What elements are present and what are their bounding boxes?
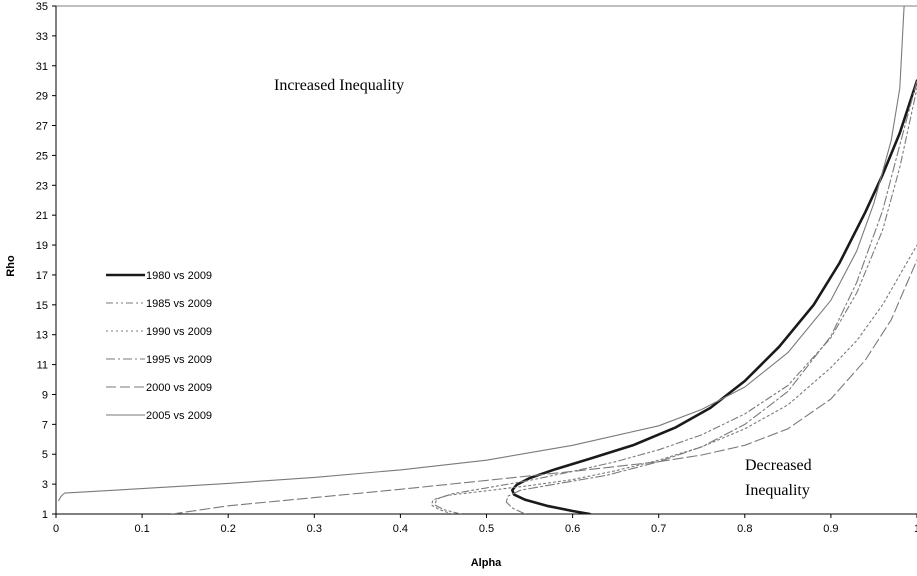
series-layer	[58, 6, 917, 514]
x-tick-label: 1	[914, 523, 917, 535]
y-tick-label: 17	[36, 270, 48, 282]
y-tick-label: 5	[42, 449, 48, 461]
y-tick-label: 19	[36, 240, 48, 252]
y-tick-label: 31	[36, 61, 48, 73]
x-tick-label: 0.2	[221, 523, 236, 535]
x-axis-title: Alpha	[471, 557, 502, 569]
series-line-2000-vs-2009	[171, 259, 917, 514]
y-tick-label: 27	[36, 121, 48, 133]
x-tick-label: 0	[53, 523, 59, 535]
legend-label: 1985 vs 2009	[146, 298, 212, 310]
y-tick-label: 21	[36, 210, 48, 222]
x-tick-label: 0.7	[651, 523, 666, 535]
legend: 1980 vs 2009 1985 vs 2009 1990 vs 2009 1995…	[106, 270, 212, 422]
x-tick-label: 0.3	[307, 523, 322, 535]
series-line-1995-vs-2009	[505, 80, 917, 514]
series-line-1985-vs-2009	[434, 87, 917, 514]
y-tick-label: 25	[36, 150, 48, 162]
x-tick-label: 0.4	[393, 523, 408, 535]
plot-frame	[55, 5, 917, 515]
y-tick-label: 1	[42, 509, 48, 521]
y-tick-label: 9	[42, 389, 48, 401]
y-tick-label: 11	[37, 360, 48, 372]
y-tick-label: 13	[36, 330, 48, 342]
y-tick-label: 15	[36, 300, 48, 312]
x-tick-label: 0.9	[823, 523, 838, 535]
legend-label: 1990 vs 2009	[146, 326, 212, 338]
y-tick-label: 23	[36, 180, 48, 192]
y-axis-title: Rho	[5, 255, 17, 277]
x-tick-label: 0.1	[134, 523, 149, 535]
x-tick-label: 0.8	[737, 523, 752, 535]
series-line-1980-vs-2009	[510, 79, 917, 514]
x-axis-ticks: 0 0.1 0.2 0.3 0.4 0.5 0.6 0.7 0.8 0.9 1	[53, 514, 917, 535]
legend-label: 1980 vs 2009	[146, 270, 212, 282]
legend-label: 2005 vs 2009	[146, 410, 212, 422]
annotation-decreased-line2: Inequality	[745, 482, 810, 499]
y-tick-label: 35	[36, 1, 48, 13]
y-tick-label: 3	[42, 479, 48, 491]
y-tick-label: 29	[36, 91, 48, 103]
series-line-1990-vs-2009	[430, 244, 917, 514]
x-tick-label: 0.6	[565, 523, 580, 535]
y-tick-label: 7	[42, 419, 48, 431]
legend-label: 1995 vs 2009	[146, 354, 212, 366]
series-line-2005-vs-2009	[58, 6, 905, 502]
annotation-decreased-line1: Decreased	[745, 457, 812, 474]
x-tick-label: 0.5	[479, 523, 494, 535]
y-tick-label: 33	[36, 31, 48, 43]
annotation-increased: Increased Inequality	[274, 77, 404, 94]
legend-label: 2000 vs 2009	[146, 382, 212, 394]
